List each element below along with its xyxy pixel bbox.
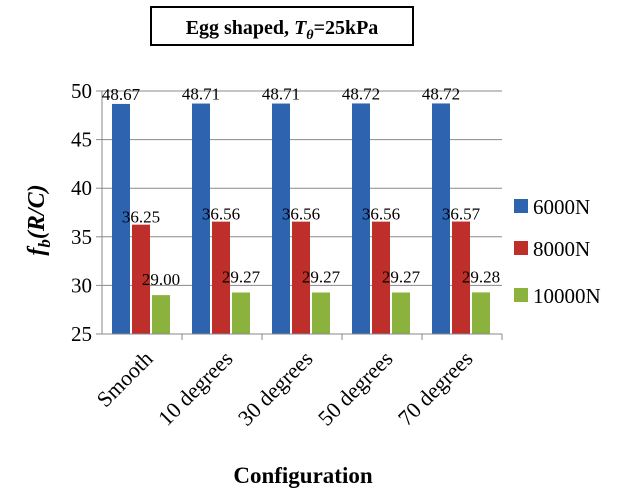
data-labels: 48.67 36.25 29.00 48.71 36.56 29.27 48.71 36.56… bbox=[102, 84, 500, 289]
data-label: 36.25 bbox=[122, 208, 160, 227]
y-axis: 25 30 35 40 45 50 bbox=[71, 79, 103, 346]
data-label: 36.57 bbox=[442, 205, 481, 224]
y-tick-label: 40 bbox=[71, 176, 92, 200]
bar-6000N bbox=[432, 103, 450, 335]
data-label: 36.56 bbox=[282, 205, 320, 224]
x-tick-label: 30 degrees bbox=[233, 346, 318, 431]
legend-swatch bbox=[514, 288, 528, 302]
title-symbol: T bbox=[294, 17, 307, 39]
bar-10000N bbox=[392, 292, 410, 334]
x-tick-label: Smooth bbox=[91, 346, 157, 412]
bar-10000N bbox=[472, 292, 490, 334]
data-label: 36.56 bbox=[202, 205, 240, 224]
data-label: 36.56 bbox=[362, 205, 400, 224]
x-tick-label: 10 degrees bbox=[153, 346, 238, 431]
bar-6000N bbox=[112, 103, 130, 334]
y-tick-label: 45 bbox=[71, 128, 92, 152]
legend-label: 8000N bbox=[533, 237, 590, 261]
data-label: 29.27 bbox=[222, 267, 261, 286]
y-label-rest: (R/C) bbox=[24, 184, 50, 239]
data-label: 48.71 bbox=[262, 85, 300, 104]
title-suffix: =25kPa bbox=[314, 17, 379, 39]
data-label: 48.72 bbox=[422, 84, 460, 103]
bar-6000N bbox=[352, 103, 370, 335]
bar-8000N bbox=[212, 221, 230, 334]
y-tick-label: 35 bbox=[71, 225, 92, 249]
y-label-subscript: b bbox=[35, 239, 54, 248]
bar-6000N bbox=[272, 103, 290, 334]
svg-text:Egg shaped, Tθ=25kPa: Egg shaped, Tθ=25kPa bbox=[186, 17, 379, 43]
y-tick-label: 25 bbox=[71, 322, 92, 346]
bars bbox=[112, 103, 490, 335]
x-tick-label: 50 degrees bbox=[313, 346, 398, 431]
bar-6000N bbox=[192, 103, 210, 334]
bar-8000N bbox=[292, 221, 310, 334]
data-label: 48.72 bbox=[342, 84, 380, 103]
title-subscript: θ bbox=[306, 28, 314, 43]
y-axis-label: fb(R/C) bbox=[24, 184, 54, 255]
x-axis-label: Configuration bbox=[233, 463, 373, 488]
y-label-main: f bbox=[24, 246, 50, 256]
y-tick-label: 50 bbox=[71, 79, 92, 103]
bar-8000N bbox=[372, 221, 390, 334]
data-label: 48.71 bbox=[182, 85, 220, 104]
legend-swatch bbox=[514, 199, 528, 213]
data-label: 29.00 bbox=[142, 270, 180, 289]
bar-10000N bbox=[152, 295, 170, 334]
legend: 6000N 8000N 10000N bbox=[514, 195, 601, 308]
y-tick-label: 30 bbox=[71, 273, 92, 297]
legend-swatch bbox=[514, 241, 528, 255]
title-prefix: Egg shaped, bbox=[186, 17, 294, 39]
legend-label: 6000N bbox=[533, 195, 590, 219]
data-label: 29.27 bbox=[382, 267, 421, 286]
bar-8000N bbox=[132, 224, 150, 334]
data-label: 29.27 bbox=[302, 267, 341, 286]
chart-title: Egg shaped, Tθ=25kPa bbox=[150, 6, 414, 46]
data-label: 48.67 bbox=[102, 85, 141, 104]
title-box bbox=[150, 6, 414, 46]
bar-10000N bbox=[312, 292, 330, 334]
bar-8000N bbox=[452, 221, 470, 334]
x-tick-label: 70 degrees bbox=[393, 346, 478, 431]
bar-10000N bbox=[232, 292, 250, 334]
legend-label: 10000N bbox=[533, 284, 601, 308]
data-label: 29.28 bbox=[462, 267, 500, 286]
